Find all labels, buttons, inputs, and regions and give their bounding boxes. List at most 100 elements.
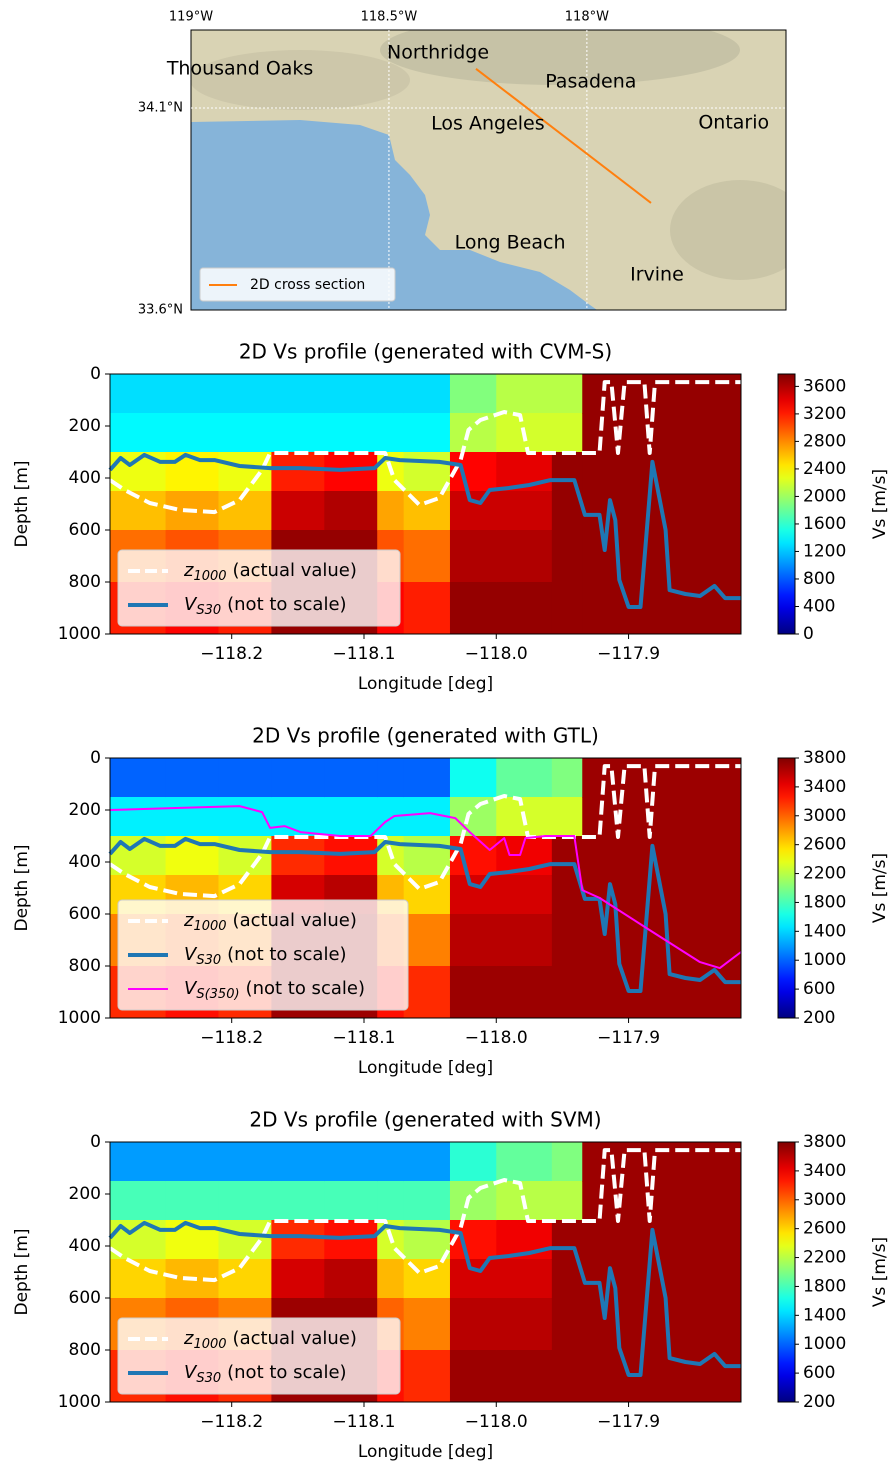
vs-cell bbox=[377, 758, 404, 798]
y-tick-label: 600 bbox=[69, 904, 101, 924]
vs-cell bbox=[324, 491, 377, 531]
legend-name: (not to scale) bbox=[227, 944, 346, 965]
vs-cell bbox=[404, 914, 451, 967]
legend-label: 2D cross section bbox=[250, 277, 365, 293]
vs-cell bbox=[496, 1259, 552, 1299]
y-tick-label: 400 bbox=[69, 852, 101, 872]
y-tick-label: 600 bbox=[69, 520, 101, 540]
colorbar-tick-label: 1800 bbox=[803, 892, 846, 912]
colorbar-tick-label: 2000 bbox=[803, 486, 846, 506]
y-tick-label: 800 bbox=[69, 572, 101, 592]
y-tick-label: 0 bbox=[90, 364, 101, 384]
vs-cell bbox=[324, 758, 377, 798]
vs-cell bbox=[404, 1142, 451, 1182]
y-tick-label: 400 bbox=[69, 468, 101, 488]
vs-cell bbox=[450, 966, 497, 1019]
legend-subscript: 1000 bbox=[193, 919, 226, 934]
vs-cell bbox=[552, 1298, 583, 1351]
vs-cell bbox=[404, 1181, 451, 1221]
city-label: Pasadena bbox=[545, 71, 636, 93]
colorbar-tick-label: 3200 bbox=[803, 404, 846, 424]
vs-cell bbox=[552, 530, 583, 583]
vs-cell bbox=[582, 413, 741, 453]
vs-cell bbox=[496, 1142, 552, 1182]
vs-cell bbox=[377, 1259, 404, 1299]
colorbar-tick-label: 1200 bbox=[803, 541, 846, 561]
colorbar-tick-label: 1400 bbox=[803, 921, 846, 941]
vs-cell bbox=[110, 413, 166, 453]
vs-cell bbox=[110, 758, 166, 798]
vs-cell bbox=[377, 1181, 404, 1221]
vs-cell bbox=[404, 452, 451, 492]
legend-name: (not to scale) bbox=[227, 1362, 346, 1383]
vs-cell bbox=[166, 374, 219, 414]
legend-name: (not to scale) bbox=[246, 978, 365, 999]
vs-cell bbox=[450, 914, 497, 967]
legend-symbol: z bbox=[183, 560, 194, 581]
y-tick-label: 1000 bbox=[58, 1392, 101, 1412]
colorbar-tick-label: 800 bbox=[803, 569, 835, 589]
vs-cell bbox=[450, 1181, 497, 1221]
city-label: Long Beach bbox=[455, 231, 566, 253]
vs-cell bbox=[582, 1142, 741, 1182]
y-tick-label: 1000 bbox=[58, 1008, 101, 1028]
y-tick-label: 34.1°N bbox=[138, 100, 183, 115]
x-tick-label: −117.9 bbox=[597, 1028, 660, 1048]
page: {"chart_data": [ {"type": "map", "xlim":… bbox=[0, 0, 894, 1468]
vs-cell bbox=[404, 374, 451, 414]
legend-symbol: z bbox=[183, 1328, 194, 1349]
vs-cell bbox=[496, 1350, 552, 1403]
vs-cell bbox=[166, 1181, 219, 1221]
colorbar bbox=[778, 758, 795, 1018]
city-label: Northridge bbox=[387, 42, 489, 64]
colorbar-tick-label: 2400 bbox=[803, 459, 846, 479]
city-label: Los Angeles bbox=[431, 113, 544, 135]
vs-cell bbox=[496, 875, 552, 915]
vs-cell bbox=[377, 413, 404, 453]
colorbar-label: Vs [m/s] bbox=[870, 853, 890, 923]
vs-cell bbox=[552, 797, 583, 837]
vs-cell bbox=[271, 452, 324, 492]
y-tick-label: 600 bbox=[69, 1288, 101, 1308]
legend-subscript: S(350) bbox=[196, 987, 239, 1002]
x-tick-label: −118.2 bbox=[200, 1028, 263, 1048]
colorbar-tick-label: 1000 bbox=[803, 950, 846, 970]
vs-cell bbox=[450, 1259, 497, 1299]
vs-cell bbox=[324, 1220, 377, 1260]
legend-subscript: 1000 bbox=[193, 569, 226, 584]
vs-cell bbox=[496, 914, 552, 967]
vs-cell bbox=[218, 1259, 271, 1299]
vs-cell bbox=[582, 1220, 741, 1260]
city-label: Thousand Oaks bbox=[166, 57, 314, 79]
y-tick-label: 0 bbox=[90, 748, 101, 768]
x-tick-label: −118.1 bbox=[333, 644, 396, 664]
colorbar bbox=[778, 374, 795, 634]
vs-cell bbox=[496, 582, 552, 635]
legend-name: (not to scale) bbox=[227, 594, 346, 615]
vs-cell bbox=[404, 758, 451, 798]
y-axis-label: Depth [m] bbox=[12, 844, 32, 931]
legend-name: (actual value) bbox=[233, 1328, 357, 1349]
vs-cell bbox=[450, 797, 497, 837]
x-tick-label: −118.2 bbox=[200, 644, 263, 664]
vs-cell bbox=[450, 836, 497, 876]
vs-cell bbox=[404, 413, 451, 453]
vs-cell bbox=[404, 966, 451, 1019]
colorbar-tick-label: 3600 bbox=[803, 376, 846, 396]
vs-cell bbox=[582, 758, 741, 798]
vs-cell bbox=[552, 582, 583, 635]
vs-cell bbox=[450, 452, 497, 492]
vs-cell bbox=[218, 452, 271, 492]
vs-cell bbox=[496, 1298, 552, 1351]
vs-cell bbox=[496, 966, 552, 1019]
vs-cell bbox=[166, 797, 219, 837]
colorbar-tick-label: 1800 bbox=[803, 1276, 846, 1296]
colorbar-tick-label: 3800 bbox=[803, 1132, 846, 1152]
chart-title: 2D Vs profile (generated with CVM-S) bbox=[239, 340, 612, 364]
y-tick-label: 0 bbox=[90, 1132, 101, 1152]
colorbar bbox=[778, 1142, 795, 1402]
x-tick-label: 118°W bbox=[565, 10, 609, 25]
vs-cell bbox=[582, 452, 741, 492]
vs-cell bbox=[271, 1142, 324, 1182]
colorbar-tick-label: 200 bbox=[803, 1008, 835, 1028]
